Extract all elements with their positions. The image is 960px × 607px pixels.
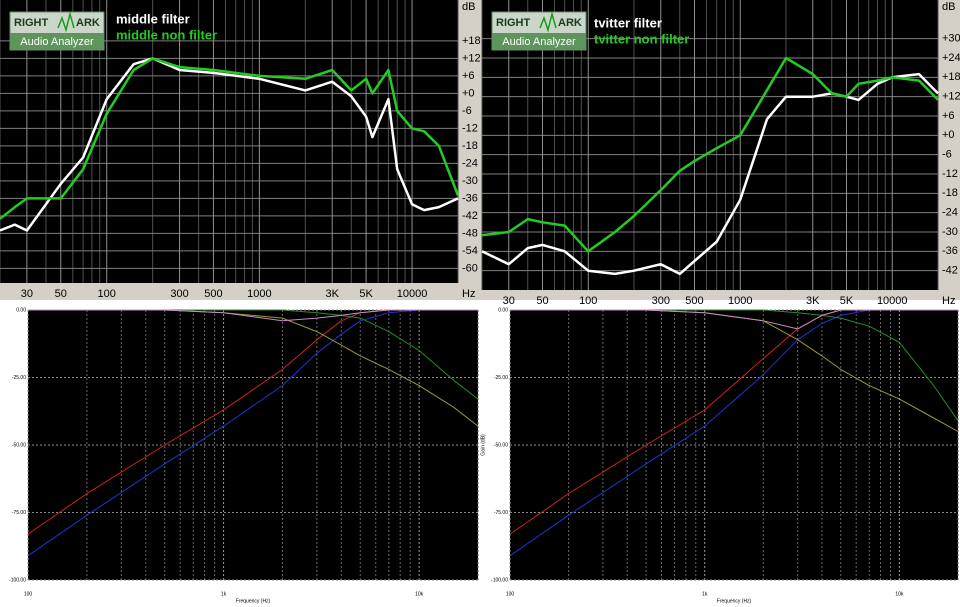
y-tick-label: +30 [942,33,960,45]
y-tick-label: -50.00 [12,442,26,448]
y-tick-label: -42 [942,265,958,277]
y-tick-label: -30 [942,226,958,238]
x-tick-label: 500 [685,295,703,307]
y-tick-label: -18 [462,140,478,152]
legend-entry: tvitter non filter [594,31,689,46]
y-tick-label: +12 [942,91,960,103]
x-tick-label: 1000 [247,288,271,300]
y-unit: dB [462,1,475,13]
legend-entry: tvitter filter [594,15,662,30]
y-tick-label: -54 [462,245,478,257]
x-tick-label: 10k [415,591,424,597]
series-line [0,57,459,232]
series-line [481,72,939,276]
y-tick-label: -6 [942,149,952,161]
logo-strip [10,33,104,50]
x-tick-label: 100 [506,591,515,597]
y-tick-label: 0.00 [16,307,26,313]
y-tick-label: -100.00 [9,577,26,583]
logo-text: RIGHT [496,17,531,29]
y-tick-label: -42 [462,210,478,222]
y-tick-label: -75.00 [494,510,508,516]
y-tick-label: +0 [942,129,955,141]
series-line [481,56,939,253]
x-tick-label: 100 [98,288,116,300]
y-tick-label: -36 [942,245,958,257]
series-line [28,309,478,322]
x-tick-label: 5K [840,295,854,307]
y-tick-label: -50.00 [494,442,508,448]
y-tick-label: -12 [462,122,478,134]
y-unit: dB [942,1,955,13]
y-tick-label: -24 [462,157,478,169]
y-tick-label: -12 [942,168,958,180]
y-tick-label: -24 [942,207,958,219]
y-tick-label: 0.00 [498,307,508,313]
legend-entry: middle non filter [116,27,217,42]
x-unit: Hz [462,288,475,300]
y-tick-label: -48 [462,227,478,239]
logo-text: ARK [558,17,582,29]
x-tick-label: 10k [895,591,904,597]
x-tick-label: 3K [806,295,820,307]
x-axis-label: Frequency (Hz) [236,598,271,604]
y-axis-label: Gain (dB) [480,434,486,456]
x-tick-label: 300 [652,295,670,307]
series-line [510,309,958,330]
x-tick-label: 30 [21,288,33,300]
series-line [0,57,460,220]
x-axis-label: Frequency (Hz) [717,598,752,604]
logo-strip [492,33,586,50]
y-tick-label: -25.00 [494,375,508,381]
x-tick-label: 3K [325,288,339,300]
y-tick-label: -100.00 [491,577,508,583]
x-tick-label: 10000 [877,295,908,307]
logo-text: Audio Analyzer [20,36,94,48]
x-tick-label: 1k [221,591,227,597]
y-tick-label: -30 [462,175,478,187]
y-tick-label: +18 [462,35,481,47]
y-tick-label: +0 [462,87,475,99]
x-tick-label: 5K [359,288,373,300]
x-tick-label: 1000 [728,295,752,307]
y-tick-label: +24 [942,52,960,64]
y-tick-label: -75.00 [12,510,26,516]
y-tick-label: -60 [462,262,478,274]
x-tick-label: 1k [702,591,708,597]
x-tick-label: 50 [55,288,67,300]
logo-text: RIGHT [14,17,49,29]
y-tick-label: -6 [462,105,472,117]
y-tick-label: -18 [942,187,958,199]
x-tick-label: 30 [503,295,515,307]
y-tick-label: -25.00 [12,375,26,381]
y-tick-label: +6 [942,110,955,122]
y-tick-label: +6 [462,70,475,82]
y-tick-label: +12 [462,52,481,64]
x-tick-label: 500 [204,288,222,300]
logo-text: Audio Analyzer [502,36,576,48]
logo-wave [57,11,75,33]
x-tick-label: 300 [170,288,188,300]
x-tick-label: 50 [536,295,548,307]
x-tick-label: 100 [24,591,33,597]
x-tick-label: 10000 [397,288,428,300]
logo-wave [539,11,557,33]
logo-text: ARK [76,17,100,29]
y-tick-label: -36 [462,192,478,204]
x-unit: Hz [942,295,955,307]
x-tick-label: 100 [579,295,597,307]
legend-entry: middle filter [116,11,190,26]
y-tick-label: +18 [942,71,960,83]
